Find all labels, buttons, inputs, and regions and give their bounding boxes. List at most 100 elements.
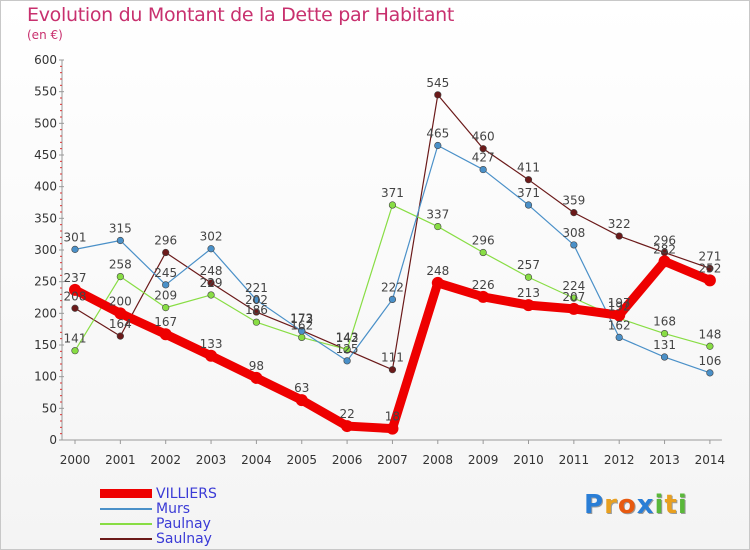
x-tick-label: 2005 (286, 453, 317, 467)
data-point-saulnay (615, 232, 623, 240)
data-point-murs (207, 245, 215, 253)
data-point-paulnay (162, 304, 170, 312)
y-tick-label: 350 (34, 211, 57, 225)
data-label-villiers: 167 (154, 315, 177, 329)
data-point-paulnay (570, 294, 578, 302)
data-label-saulnay: 460 (472, 130, 495, 144)
data-point-murs (524, 201, 533, 209)
x-tick-label: 2007 (377, 453, 408, 467)
data-label-paulnay: 192 (608, 299, 631, 313)
data-point-murs (434, 141, 442, 150)
data-point-paulnay (207, 291, 215, 299)
y-tick-label: 400 (34, 180, 57, 194)
legend-swatch (100, 522, 152, 525)
legend: VILLIERS Murs Paulnay Saulnay (100, 485, 217, 547)
data-point-villiers (295, 394, 308, 407)
data-label-villiers: 18 (385, 410, 400, 424)
data-label-murs: 125 (336, 342, 359, 356)
data-label-paulnay: 148 (698, 327, 721, 341)
legend-label: Saulnay (156, 530, 212, 547)
data-point-murs (116, 236, 124, 245)
data-point-paulnay (434, 222, 442, 231)
data-point-paulnay (71, 347, 79, 355)
y-tick-label: 50 (42, 401, 57, 415)
data-point-villiers (114, 307, 127, 320)
data-label-murs: 315 (109, 222, 132, 236)
data-label-murs: 301 (64, 230, 87, 244)
y-tick-label: 450 (34, 148, 57, 162)
chart-unit: (en €) (27, 28, 63, 42)
data-labels-layer: 237 200 167 133 98 63 22 18 248 226 213 207 197 282 25… (64, 76, 722, 424)
data-point-saulnay (207, 279, 215, 287)
data-point-saulnay (479, 145, 487, 153)
data-label-saulnay: 296 (154, 234, 177, 248)
data-point-murs (388, 295, 397, 304)
data-point-paulnay (660, 330, 669, 338)
data-label-saulnay: 202 (245, 293, 268, 307)
legend-label: VILLIERS (156, 485, 217, 502)
legend-swatch (100, 507, 152, 510)
data-point-murs (479, 165, 487, 174)
data-label-villiers: 207 (562, 290, 585, 304)
data-label-paulnay: 186 (245, 303, 268, 317)
legend-label: Paulnay (156, 515, 211, 532)
data-label-saulnay: 208 (64, 289, 87, 303)
y-tick-label: 600 (34, 53, 57, 67)
x-tick-label: 2004 (241, 453, 272, 467)
logo-letter: t (664, 490, 678, 520)
data-label-murs: 172 (290, 312, 313, 326)
legend-item-villiers: VILLIERS (100, 485, 217, 502)
data-label-saulnay: 411 (517, 161, 540, 175)
data-point-saulnay (116, 332, 124, 340)
data-label-murs: 222 (381, 280, 404, 294)
data-label-murs: 371 (517, 186, 540, 200)
data-point-paulnay (479, 248, 487, 257)
y-tick-label: 250 (34, 275, 57, 289)
data-label-murs: 308 (562, 226, 585, 240)
series-layer (69, 91, 716, 435)
data-point-villiers (522, 299, 535, 312)
logo-letter: i (654, 490, 665, 520)
data-label-villiers: 200 (109, 294, 132, 308)
data-point-paulnay (116, 273, 124, 281)
y-tick-label: 100 (34, 370, 57, 384)
data-label-saulnay: 248 (200, 264, 223, 278)
data-point-paulnay (252, 318, 260, 326)
data-label-villiers: 252 (698, 261, 721, 275)
x-tick-label: 2011 (559, 453, 590, 467)
data-label-paulnay: 141 (64, 332, 87, 346)
data-label-saulnay: 271 (698, 249, 721, 263)
data-point-murs (706, 369, 714, 377)
data-label-murs: 162 (608, 318, 631, 332)
data-label-saulnay: 142 (336, 331, 359, 345)
x-tick-label: 2010 (513, 453, 544, 467)
data-label-paulnay: 162 (290, 318, 313, 332)
data-label-paulnay: 168 (653, 315, 676, 329)
data-label-saulnay: 173 (290, 311, 313, 325)
data-point-saulnay (252, 308, 260, 316)
data-point-murs (570, 241, 578, 249)
x-tick-label: 2008 (423, 453, 454, 467)
data-point-saulnay (388, 366, 397, 374)
data-label-saulnay: 359 (562, 194, 585, 208)
data-point-villiers (159, 328, 172, 341)
data-label-murs: 221 (245, 281, 268, 295)
proxiti-logo: Proxiti (584, 490, 688, 520)
data-point-murs (252, 296, 260, 304)
x-tick-label: 2003 (196, 453, 227, 467)
data-point-paulnay (298, 333, 306, 342)
data-label-villiers: 248 (426, 264, 449, 278)
data-label-murs: 302 (200, 230, 223, 244)
data-label-saulnay: 322 (608, 217, 631, 231)
logo-letter: o (617, 490, 637, 520)
data-point-saulnay (570, 209, 578, 217)
logo-letter: i (677, 490, 688, 520)
data-point-paulnay (343, 345, 351, 354)
x-tick-label: 2002 (150, 453, 181, 467)
data-point-murs (162, 281, 170, 289)
data-point-villiers (386, 422, 399, 435)
data-label-paulnay: 337 (426, 208, 449, 222)
data-point-villiers (477, 290, 490, 303)
